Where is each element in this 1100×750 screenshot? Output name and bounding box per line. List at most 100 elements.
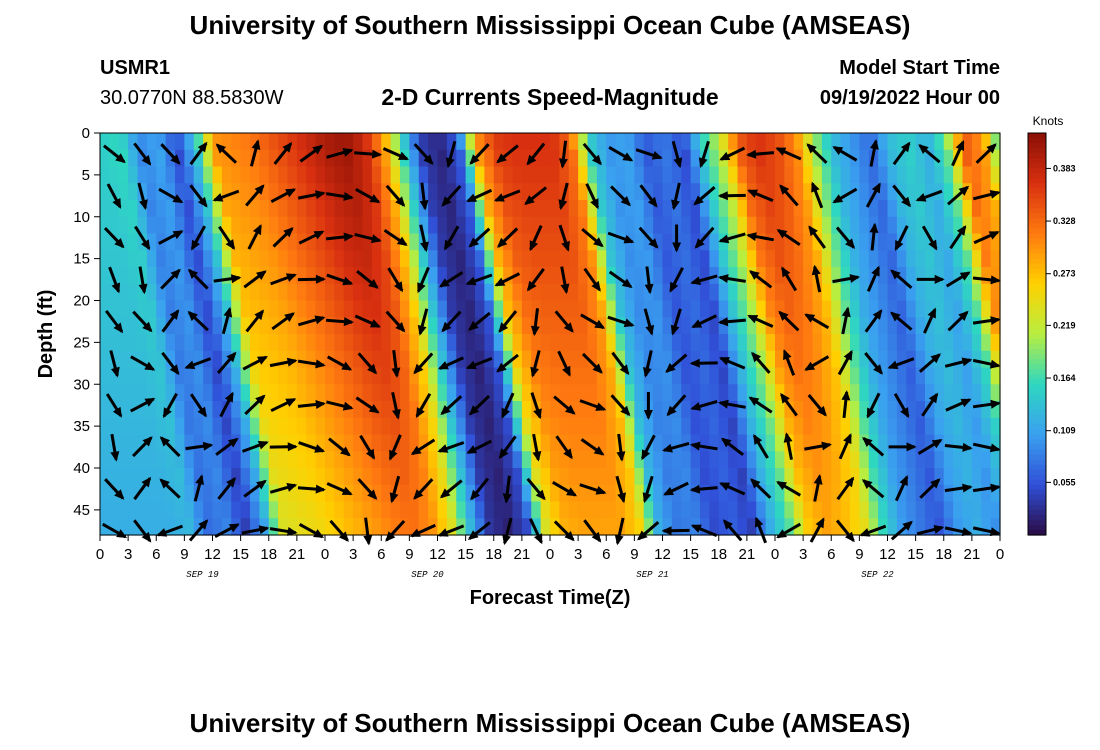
heatmap-cell <box>231 283 242 302</box>
heatmap-cell <box>596 250 607 268</box>
heatmap-cell <box>578 250 589 268</box>
colorbar-segment <box>1028 273 1046 280</box>
colorbar-segment <box>1028 399 1046 405</box>
current-arrow <box>297 400 326 409</box>
colorbar-segment <box>1028 494 1046 501</box>
heatmap-cell <box>287 518 298 536</box>
heatmap-cell <box>137 166 148 184</box>
current-arrow <box>918 353 941 373</box>
heatmap-cell <box>615 367 626 385</box>
heatmap-cell <box>821 149 832 168</box>
heatmap-cell <box>906 300 917 318</box>
heatmap-cell <box>231 417 242 436</box>
heatmap-cell <box>793 367 804 385</box>
heatmap-cell <box>775 216 785 235</box>
colorbar-segment <box>1028 303 1046 310</box>
heatmap-cell <box>156 200 167 218</box>
current-arrow <box>723 519 743 542</box>
heatmap-cell <box>268 166 279 184</box>
heatmap-cell <box>690 233 701 251</box>
current-arrow <box>102 144 126 164</box>
heatmap-cell <box>390 417 401 436</box>
heatmap-cell <box>128 468 139 486</box>
heatmap-cell <box>400 367 410 385</box>
current-arrow <box>972 442 1001 453</box>
heatmap-cell <box>934 250 945 268</box>
heatmap-cell <box>306 501 317 519</box>
heatmap-cell <box>456 183 467 201</box>
heatmap-cell <box>521 183 532 201</box>
heatmap-cell <box>156 283 167 302</box>
current-arrow <box>161 309 180 333</box>
heatmap-cell <box>446 434 457 452</box>
heatmap-cell <box>278 484 289 503</box>
heatmap-cell <box>381 317 392 335</box>
heatmap-cell <box>184 133 195 151</box>
heatmap-cell <box>718 283 729 302</box>
heatmap-cell <box>625 133 635 151</box>
heatmap-cell <box>887 133 898 151</box>
heatmap-cell <box>296 200 307 218</box>
heatmap-cell <box>568 200 579 218</box>
heatmap-cell <box>484 367 495 385</box>
heatmap-cell <box>737 300 748 318</box>
heatmap-cell <box>671 133 682 151</box>
current-arrow <box>919 478 941 499</box>
heatmap-cell <box>240 283 251 302</box>
heatmap-cell <box>709 300 720 318</box>
colorbar-segment <box>1028 444 1046 451</box>
heatmap-cell <box>503 501 514 519</box>
heatmap-cell <box>381 350 392 369</box>
heatmap-cell <box>428 350 439 369</box>
heatmap-cell <box>231 384 242 402</box>
model-start-value: 09/19/2022 Hour 00 <box>819 87 1000 109</box>
heatmap-cell <box>146 434 157 452</box>
heatmap-cell <box>456 401 467 419</box>
heatmap-cell <box>718 300 729 318</box>
heatmap-cell <box>400 417 410 436</box>
heatmap-cell <box>521 250 532 268</box>
current-arrow <box>185 441 214 451</box>
heatmap-cell <box>775 367 785 385</box>
heatmap-cell <box>306 350 317 369</box>
heatmap-cell <box>484 250 495 268</box>
heatmap-cell <box>568 417 579 436</box>
x-tick-label: 0 <box>546 546 554 563</box>
heatmap-cell <box>259 216 270 235</box>
heatmap-cell <box>812 183 823 201</box>
heatmap-cell <box>240 384 251 402</box>
heatmap-cell <box>193 233 204 251</box>
heatmap-cell <box>821 216 832 235</box>
heatmap-cell <box>596 451 607 469</box>
current-arrow <box>862 437 885 457</box>
current-arrow <box>972 483 1001 493</box>
current-arrow <box>864 309 883 333</box>
current-arrow <box>413 352 434 375</box>
heatmap-cell <box>156 300 167 318</box>
heatmap-cell <box>606 350 617 369</box>
heatmap-cell <box>493 317 504 335</box>
heatmap-cell <box>859 501 870 519</box>
heatmap-cell <box>737 183 748 201</box>
heatmap-cell <box>437 501 448 519</box>
heatmap-cell <box>793 250 804 268</box>
heatmap-cell <box>175 267 185 285</box>
heatmap-cell <box>925 384 935 402</box>
heatmap-cell <box>615 417 626 436</box>
day-label: SEP 19 <box>186 570 219 580</box>
heatmap-cell <box>137 250 148 268</box>
heatmap-cell <box>925 250 935 268</box>
heatmap-cell <box>287 451 298 469</box>
heatmap-cell <box>118 183 129 201</box>
heatmap-cell <box>559 451 570 469</box>
heatmap-cell <box>775 300 785 318</box>
heatmap-cell <box>850 317 860 335</box>
heatmap-cell <box>287 216 298 235</box>
heatmap-cell <box>868 350 879 369</box>
heatmap-cell <box>840 484 851 503</box>
colorbar-segment <box>1028 183 1046 189</box>
x-tick-label: 0 <box>321 546 329 563</box>
y-tick-label: 30 <box>73 376 90 393</box>
heatmap-cell <box>503 367 514 385</box>
